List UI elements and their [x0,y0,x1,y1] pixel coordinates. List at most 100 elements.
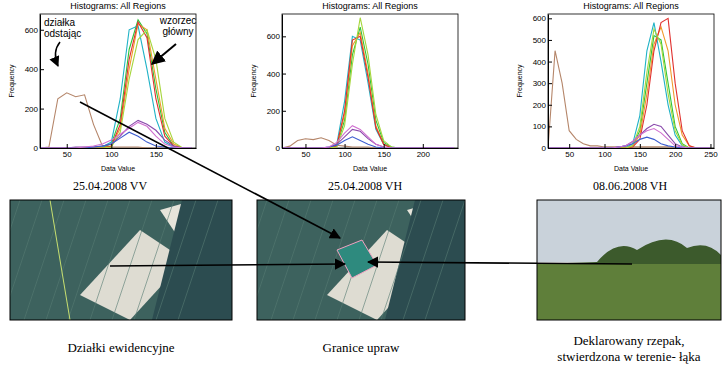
y-tick: 600 [25,26,44,35]
y-tick-label: 600 [267,32,281,41]
y-tick-label: 300 [533,79,547,88]
y-tick: 500 [533,36,552,45]
y-tick-mark [548,83,552,84]
y-tick: 0 [276,144,286,153]
x-tick-mark [345,144,346,148]
y-tick: 600 [533,14,552,23]
x-tick: 150 [634,144,648,159]
y-tick: 100 [533,122,552,131]
histogram-line [40,26,192,148]
histogram-line [282,18,454,148]
y-tick-label: 0 [276,144,281,153]
x-tick: 100 [338,144,352,159]
x-tick-mark [384,144,385,148]
image-frame [10,200,232,320]
histogram-chart: 501001502000200400600Histograms: All Reg… [250,1,459,193]
y-axis-title: Frequency [516,64,524,98]
y-axis-title: Frequency [250,64,258,98]
y-tick-label: 0 [34,144,39,153]
histogram-line [282,27,454,148]
histogram-chart: 501001500200400600Histograms: All Region… [8,1,197,193]
histogram-line [548,36,710,148]
histogram-line [282,33,454,148]
y-tick-mark [40,69,44,70]
highlight-parcel [337,240,377,278]
x-tick-label: 100 [598,150,612,159]
histogram-line [282,137,454,148]
y-tick-label: 500 [533,36,547,45]
x-axis-title: Data Value [101,165,135,172]
y-tick-mark [548,126,552,127]
x-tick-mark [423,144,424,148]
chart-subtitle: 25.04.2008 VH [328,179,402,193]
y-axis-title: Frequency [8,64,16,98]
image-frame [537,200,721,320]
y-tick-mark [40,148,44,149]
chart-title: Histograms: All Regions [583,1,679,11]
histogram-line [40,24,192,148]
x-axis: 50 100 150 200 250 [549,144,719,159]
x-tick: 200 [417,144,431,159]
ground [10,200,232,320]
histogram-line [548,137,710,148]
y-tick: 0 [542,144,552,153]
x-tick: 150 [378,144,392,159]
field-stripe [90,200,130,320]
x-axis-line [41,148,197,149]
x-tick: 100 [598,144,612,159]
x-tick-mark [675,144,676,148]
x-tick: 250 [704,144,718,159]
annotation-line: główny [162,26,193,37]
y-tick-label: 400 [533,58,547,67]
histogram-line [40,20,192,148]
histogram-line [548,124,710,148]
field-stripe [68,200,108,320]
y-axis-line [548,15,549,149]
y-tick-mark [548,18,552,19]
image-panel: Granice upraw [227,200,465,355]
x-tick: 50 [302,144,311,159]
x-tick-label: 200 [669,150,683,159]
y-tick: 200 [25,105,44,114]
x-tick-mark [640,144,641,148]
ground [257,200,465,320]
y-tick-label: 200 [267,107,281,116]
histogram-line [548,129,710,148]
y-tick-label: 100 [533,122,547,131]
y-tick-mark [282,148,286,149]
field-stripe [337,200,377,320]
x-axis-line [549,148,715,149]
y-tick-label: 400 [267,70,281,79]
x-tick: 150 [150,144,164,159]
series-lines [40,20,192,148]
histogram-line [548,51,710,148]
x-tick: 200 [669,144,683,159]
y-axis: 0 200 400 600 [267,15,286,154]
x-tick-mark [569,144,570,148]
y-tick-label: 400 [25,65,39,74]
y-tick-mark [548,105,552,106]
x-tick-mark [305,144,306,148]
field-stripe [10,200,42,320]
y-tick-mark [548,62,552,63]
y-tick: 600 [267,32,286,41]
field-stripe [10,200,20,320]
y-axis: 0 200 400 600 [25,15,44,154]
image-caption: Działki ewidencyjne [67,340,174,355]
histogram-line [282,129,454,148]
field-stripe [403,200,443,320]
series-lines [282,18,454,148]
y-tick-mark [548,148,552,149]
image-frame [257,200,465,320]
connector-arrow [368,262,632,264]
x-tick-label: 100 [338,150,352,159]
field-stripe [178,200,218,320]
field-stripe [134,200,174,320]
figure: 50 100 150 0 200 400 600 Histograms: All Region… [0,0,722,376]
field-stripe [112,200,152,320]
histogram-chart: 50 100 150 200 2500 100 200 300 400 500 600 Histogr… [516,1,718,193]
x-tick-label: 50 [565,150,574,159]
histogram-line [40,120,192,148]
histogram-line [282,126,454,148]
parcel-boundary [50,200,70,320]
